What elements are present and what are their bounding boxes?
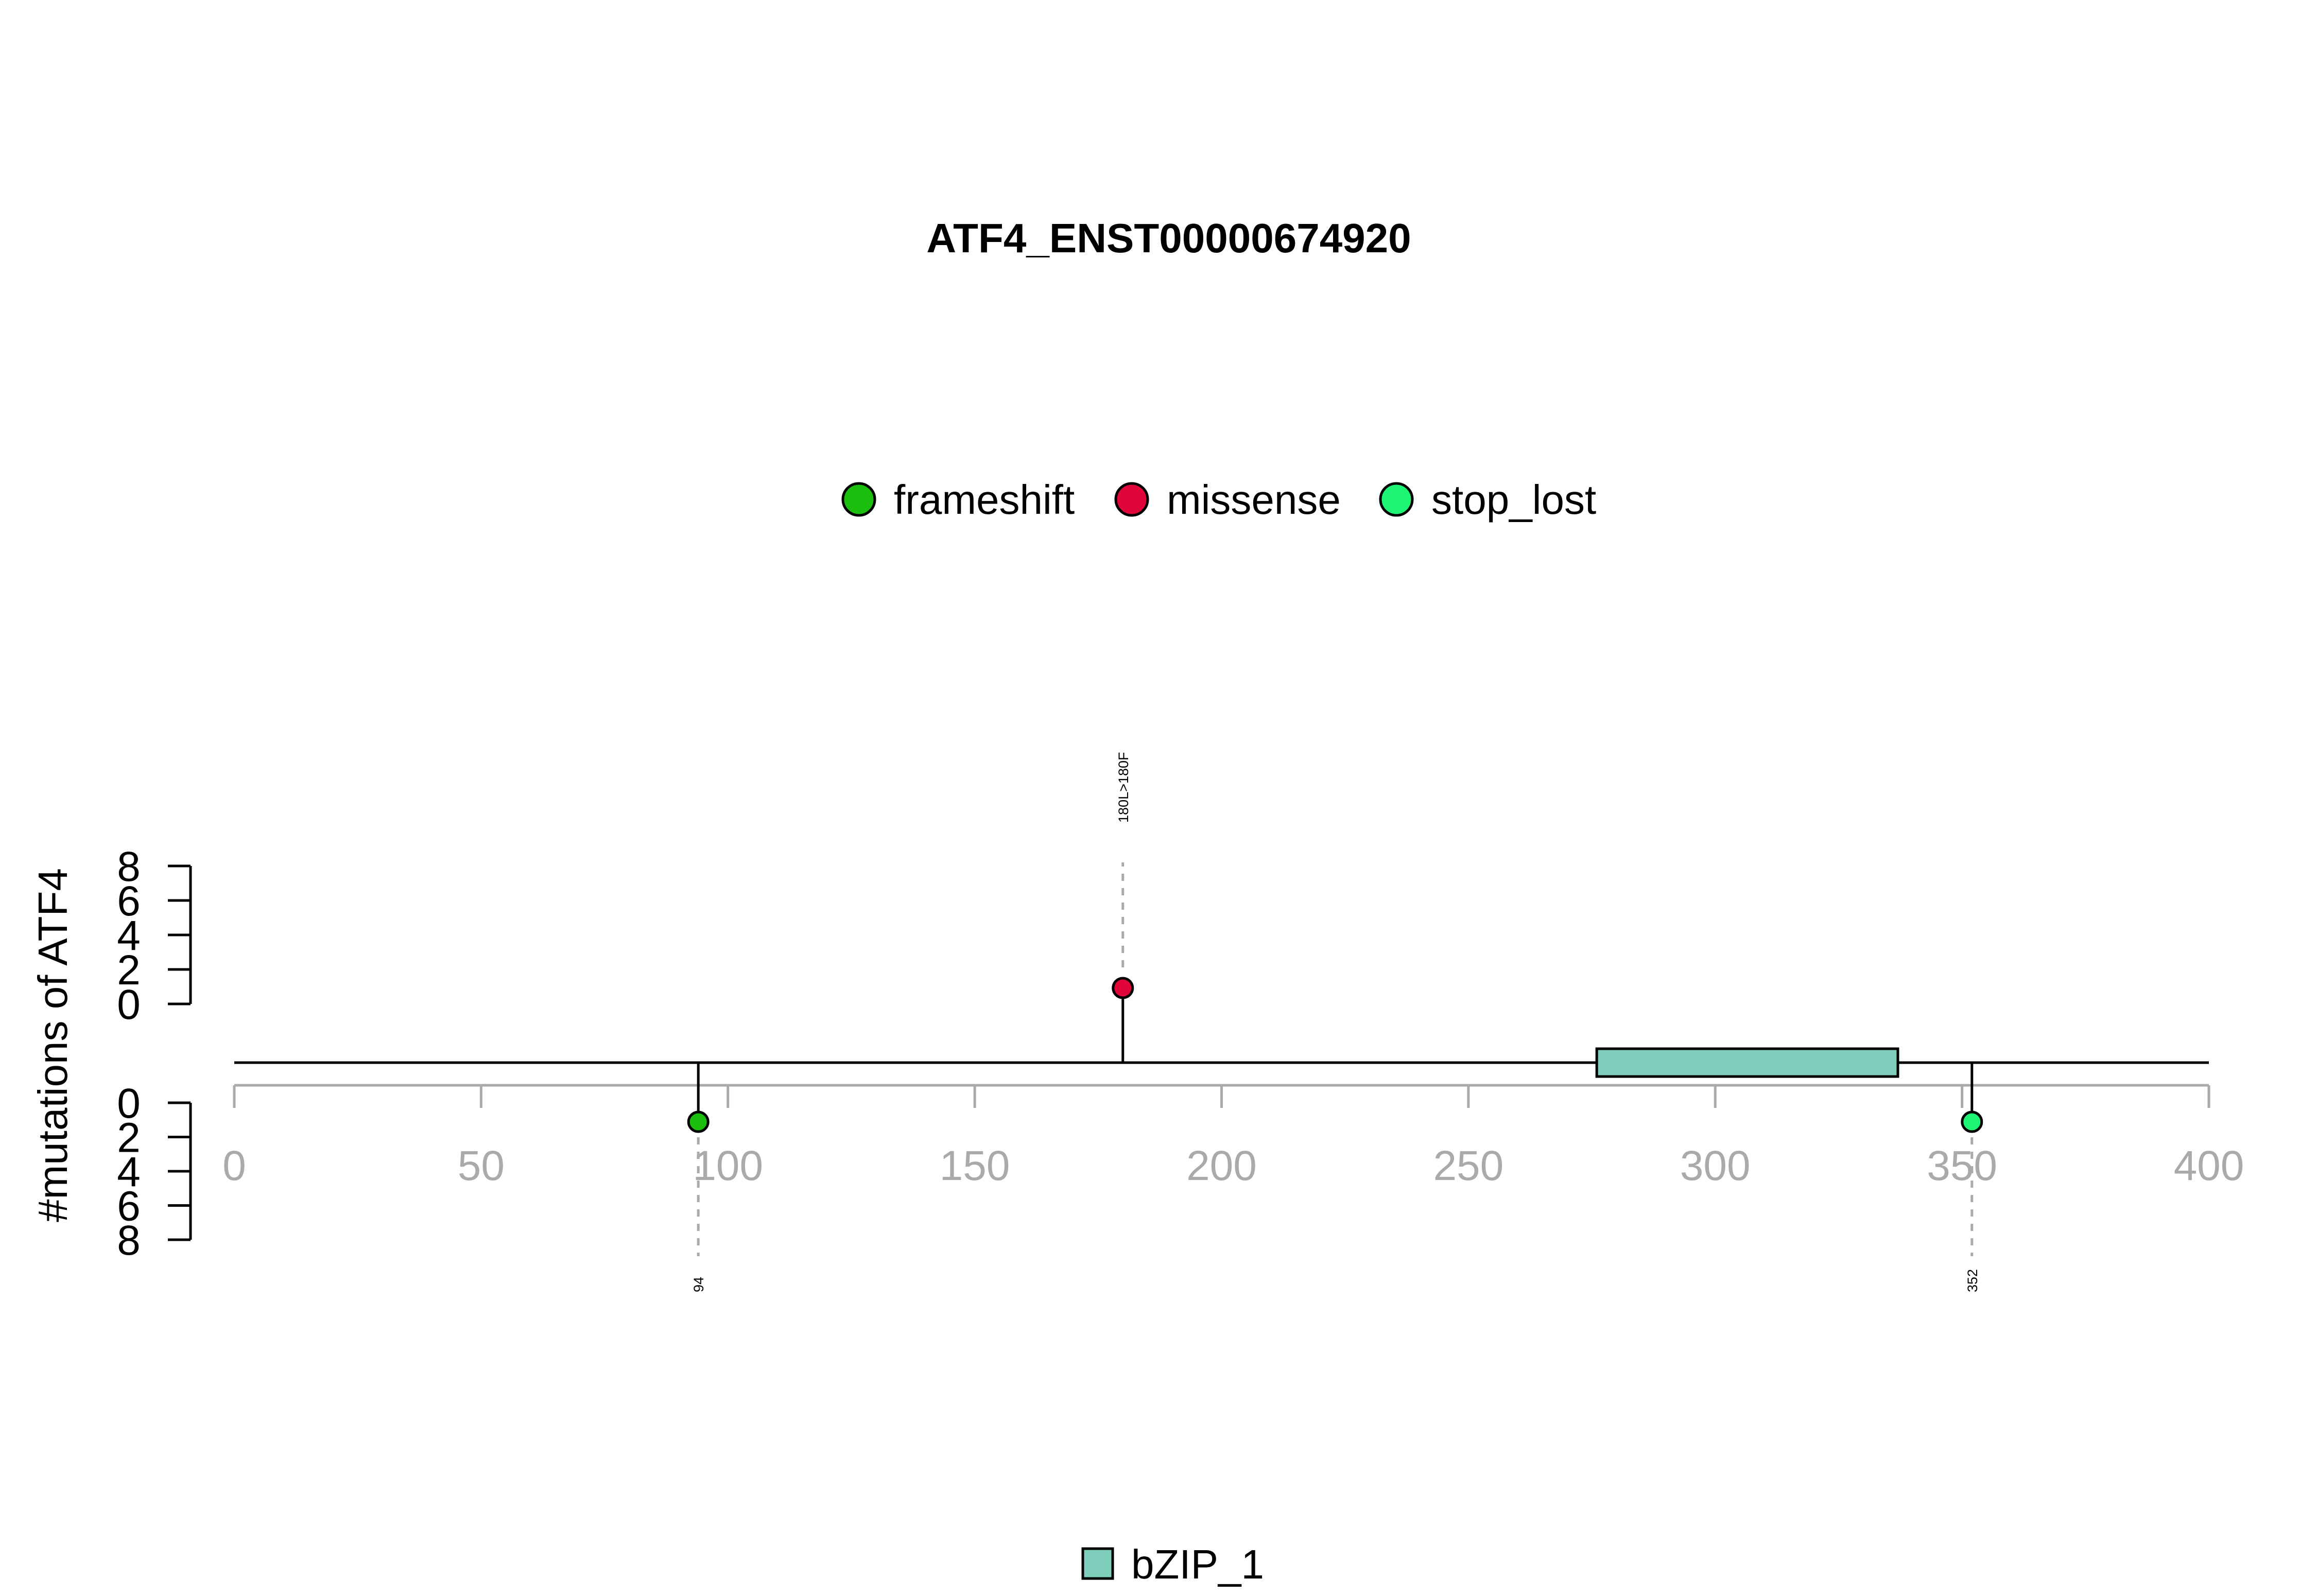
y-axis-top-tick-label: 8 [117,843,141,890]
x-tick-label: 100 [693,1142,763,1189]
x-tick-label: 0 [222,1142,246,1189]
x-tick-label: 50 [458,1142,505,1189]
y-axis-bottom-tick-label: 4 [117,1149,141,1195]
y-axis-bottom-tick-label: 0 [117,1080,141,1127]
x-axis: 0 50 100 150 200 250 300 350 400 [222,1084,2244,1189]
y-axis-bottom-tick-label: 2 [117,1115,141,1161]
lollipops-layer [687,977,1983,1133]
y-axis-bottom-tick-label: 6 [117,1183,141,1230]
domain-legend-label: bZIP_1 [1131,1541,1264,1587]
mutation-type-legend: frameshift missense stop_lost [841,477,1596,523]
y-axis-bottom-tick-label: 8 [117,1217,141,1264]
x-tick-label: 150 [940,1142,1010,1189]
legend-stop_lost-icon [1379,482,1414,517]
x-tick-label: 250 [1433,1142,1503,1189]
legend-label-missense: missense [1167,477,1341,523]
mutation-label: 180L>180F [1116,752,1131,823]
legend-label-stop_lost: stop_lost [1431,477,1596,523]
domains-layer [1595,1047,1899,1078]
mutation-label: 352 [1965,1269,1980,1292]
y-axis-top-tick-label: 2 [117,947,141,994]
lollipop-head-frameshift [687,1111,710,1133]
domain-legend: bZIP_1 [1081,1541,1264,1587]
mutation-label: 94 [691,1277,706,1292]
x-tick-label: 200 [1186,1142,1257,1189]
legend-frameshift-icon [841,482,876,517]
lollipop-head-stop_lost [1961,1111,1983,1133]
y-axis-top-tick-label: 6 [117,878,141,925]
domain-bZIP_1 [1595,1047,1899,1078]
chart-title: ATF4_ENST00000674920 [926,215,1411,261]
x-tick-label: 400 [2174,1142,2244,1189]
mutation-labels-layer: 94 180L>180F 352 [691,752,1980,1292]
x-tick-label: 300 [1680,1142,1751,1189]
y-axis-top-tick-label: 4 [117,912,141,959]
domain-legend-swatch-icon [1081,1547,1114,1580]
legend-missense-icon [1114,482,1149,517]
legend-label-frameshift: frameshift [894,477,1075,523]
y-axis-top-tick-label: 0 [117,981,141,1028]
mutation-guides [697,862,1974,1256]
x-tick-label: 350 [1927,1142,1997,1189]
lollipop-head-missense [1112,977,1134,999]
y-axis-label: #mutations of ATF4 [30,868,76,1222]
